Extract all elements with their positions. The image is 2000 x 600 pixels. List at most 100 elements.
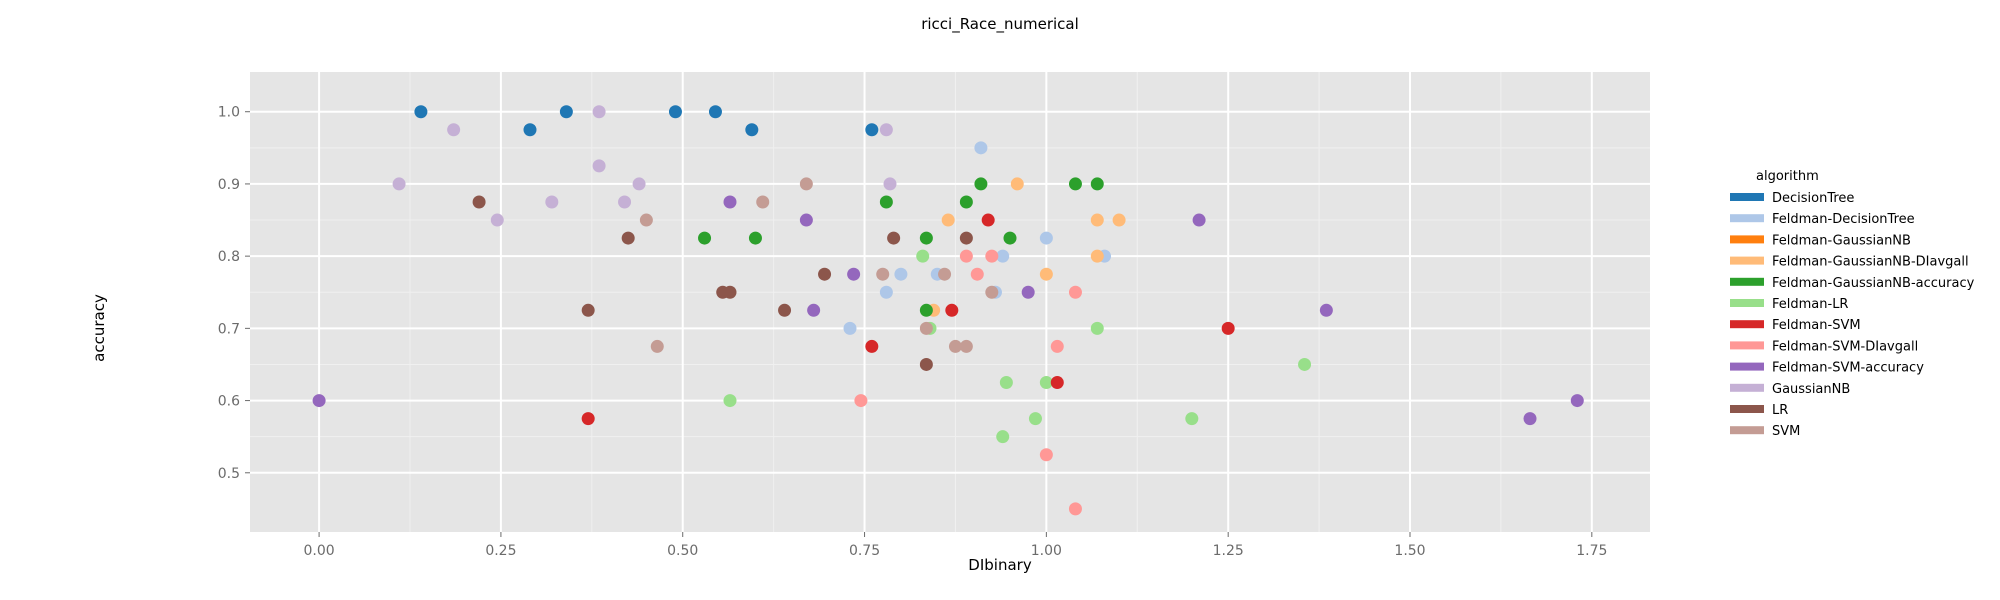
- legend-items: DecisionTree Feldman-DecisionTree Feldman-…: [1730, 191, 1975, 439]
- point-svm: [650, 339, 664, 353]
- point-feldman-decisiontree: [843, 321, 857, 335]
- point-gaussiannb: [592, 159, 606, 173]
- point-feldman-svm-diavgall: [970, 267, 984, 281]
- legend-label-feldman-gaussiannb: Feldman-GaussianNB: [1772, 233, 1911, 248]
- axis-ticks: 0.00 0.25 0.50 0.75 1.00 1.25 1.50 1.75 0.5 0.6 0.…: [218, 105, 1608, 559]
- point-feldman-svm-accuracy: [1570, 394, 1584, 408]
- x-tick-label: 1.25: [1213, 543, 1244, 559]
- point-feldman-svm-diavgall: [959, 249, 973, 263]
- x-tick-label: 1.00: [1031, 543, 1062, 559]
- point-feldman-gaussiannb-accuracy: [879, 195, 893, 209]
- legend-label-feldman-svm-diavgall: Feldman-SVM-DIavgall: [1772, 339, 1918, 354]
- legend-swatch-svm: [1730, 426, 1764, 435]
- point-feldman-decisiontree: [1039, 231, 1053, 245]
- point-feldman-svm: [945, 303, 959, 317]
- point-svm: [799, 177, 813, 191]
- point-feldman-svm-diavgall: [854, 394, 868, 408]
- legend-label-feldman-lr: Feldman-LR: [1772, 297, 1848, 312]
- point-feldman-decisiontree: [894, 267, 908, 281]
- point-lr: [887, 231, 901, 245]
- chart-title: ricci_Race_numerical: [921, 15, 1079, 34]
- grid-lines: [250, 72, 1650, 532]
- point-decisiontree: [865, 123, 879, 137]
- point-feldman-svm-diavgall: [1068, 285, 1082, 299]
- point-feldman-gaussiannb-diavgall: [941, 213, 955, 227]
- legend-label-feldman-decisiontree: Feldman-DecisionTree: [1772, 212, 1915, 227]
- point-feldman-svm-diavgall: [1068, 502, 1082, 516]
- point-feldman-svm: [865, 339, 879, 353]
- legend-label-decisiontree: DecisionTree: [1772, 191, 1854, 206]
- legend-swatch-feldman-decisiontree: [1730, 214, 1764, 223]
- legend-label-feldman-gaussiannb-accuracy: Feldman-GaussianNB-accuracy: [1772, 276, 1975, 291]
- point-decisiontree: [708, 105, 722, 119]
- point-gaussiannb: [883, 177, 897, 191]
- legend-label-gaussiannb: GaussianNB: [1772, 382, 1850, 397]
- point-feldman-decisiontree: [879, 285, 893, 299]
- legend-swatch-feldman-gaussiannb: [1730, 235, 1764, 244]
- point-gaussiannb: [545, 195, 559, 209]
- x-tick-label: 1.75: [1576, 543, 1607, 559]
- legend-title: algorithm: [1756, 169, 1819, 184]
- point-feldman-gaussiannb-diavgall: [1090, 213, 1104, 227]
- legend-label-svm: SVM: [1772, 424, 1800, 439]
- point-gaussiannb: [592, 105, 606, 119]
- point-feldman-svm-accuracy: [723, 195, 737, 209]
- point-feldman-gaussiannb-accuracy: [1068, 177, 1082, 191]
- legend-swatch-feldman-gaussiannb-diavgall: [1730, 256, 1764, 265]
- point-feldman-gaussiannb-diavgall: [1112, 213, 1126, 227]
- point-decisiontree: [668, 105, 682, 119]
- point-feldman-lr: [996, 430, 1010, 444]
- point-svm: [959, 339, 973, 353]
- point-feldman-lr: [1028, 412, 1042, 426]
- data-points: [312, 105, 1584, 516]
- point-lr: [621, 231, 635, 245]
- point-svm: [985, 285, 999, 299]
- legend-label-lr: LR: [1772, 403, 1788, 418]
- point-feldman-svm: [981, 213, 995, 227]
- point-svm: [756, 195, 770, 209]
- point-feldman-svm-accuracy: [1523, 412, 1537, 426]
- point-feldman-svm: [1050, 376, 1064, 390]
- point-feldman-svm-accuracy: [847, 267, 861, 281]
- legend-swatch-feldman-svm-diavgall: [1730, 341, 1764, 350]
- point-decisiontree: [559, 105, 573, 119]
- legend-swatch-feldman-svm: [1730, 320, 1764, 329]
- point-decisiontree: [523, 123, 537, 137]
- legend: algorithm DecisionTree Feldman-DecisionTr…: [1730, 169, 1975, 439]
- point-svm: [948, 339, 962, 353]
- point-feldman-svm: [1221, 321, 1235, 335]
- x-axis-label: DIbinary: [968, 556, 1032, 574]
- point-feldman-gaussiannb-diavgall: [1010, 177, 1024, 191]
- point-feldman-svm-accuracy: [312, 394, 326, 408]
- point-feldman-svm-diavgall: [1050, 339, 1064, 353]
- point-feldman-svm-diavgall: [985, 249, 999, 263]
- point-feldman-svm: [581, 412, 595, 426]
- point-decisiontree: [745, 123, 759, 137]
- point-gaussiannb: [879, 123, 893, 137]
- point-feldman-gaussiannb-diavgall: [1090, 249, 1104, 263]
- legend-swatch-decisiontree: [1730, 193, 1764, 201]
- point-lr: [919, 357, 933, 371]
- point-feldman-svm-accuracy: [1319, 303, 1333, 317]
- point-feldman-lr: [723, 394, 737, 408]
- point-lr: [723, 285, 737, 299]
- point-lr: [818, 267, 832, 281]
- y-tick-label: 0.5: [218, 466, 240, 482]
- point-feldman-gaussiannb-accuracy: [974, 177, 988, 191]
- x-tick-label: 0.00: [304, 543, 335, 559]
- x-tick-label: 0.25: [485, 543, 516, 559]
- y-axis-label: accuracy: [90, 294, 108, 362]
- legend-swatch-gaussiannb: [1730, 383, 1764, 392]
- point-feldman-lr: [1298, 357, 1312, 371]
- x-tick-label: 0.50: [667, 543, 698, 559]
- point-decisiontree: [414, 105, 428, 119]
- legend-label-feldman-gaussiannb-diavgall: Feldman-GaussianNB-DIavgall: [1772, 255, 1969, 270]
- legend-swatch-lr: [1730, 405, 1764, 413]
- legend-swatch-feldman-lr: [1730, 299, 1764, 307]
- point-feldman-lr: [916, 249, 930, 263]
- point-svm: [639, 213, 653, 227]
- y-tick-label: 0.8: [218, 249, 240, 265]
- point-svm: [919, 321, 933, 335]
- point-gaussiannb: [632, 177, 646, 191]
- plot-area: [250, 72, 1650, 532]
